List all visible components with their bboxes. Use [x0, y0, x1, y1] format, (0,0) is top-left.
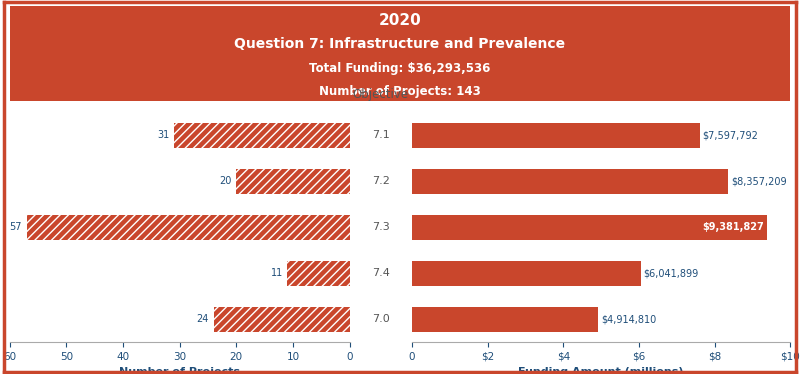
Text: $8,357,209: $8,357,209: [731, 176, 787, 186]
Text: 7.3: 7.3: [372, 222, 390, 232]
Text: 7.4: 7.4: [372, 268, 390, 278]
Bar: [236, 169, 350, 194]
Bar: [412, 123, 699, 148]
Text: Objective: Objective: [353, 88, 409, 101]
X-axis label: Funding Amount (millions): Funding Amount (millions): [518, 368, 684, 374]
Text: 24: 24: [197, 314, 209, 324]
Text: 7.1: 7.1: [372, 130, 390, 140]
Bar: [214, 307, 350, 332]
Bar: [412, 169, 728, 194]
Text: Question 7: Infrastructure and Prevalence: Question 7: Infrastructure and Prevalenc…: [234, 37, 566, 51]
Bar: [412, 215, 767, 240]
Text: Number of Projects: 143: Number of Projects: 143: [319, 85, 481, 98]
Bar: [412, 307, 598, 332]
Bar: [214, 307, 350, 332]
Text: 2020: 2020: [378, 13, 422, 28]
Bar: [412, 261, 641, 286]
Bar: [26, 215, 350, 240]
Text: Total Funding: $36,293,536: Total Funding: $36,293,536: [310, 62, 490, 75]
Bar: [287, 261, 350, 286]
Text: 7.0: 7.0: [372, 314, 390, 324]
Text: 31: 31: [157, 130, 170, 140]
Text: 7.2: 7.2: [372, 176, 390, 186]
Bar: [236, 169, 350, 194]
Text: 11: 11: [270, 268, 282, 278]
Text: $6,041,899: $6,041,899: [644, 268, 699, 278]
Bar: [26, 215, 350, 240]
X-axis label: Number of Projects: Number of Projects: [119, 368, 240, 374]
Text: $7,597,792: $7,597,792: [702, 130, 758, 140]
Bar: [174, 123, 350, 148]
Text: $9,381,827: $9,381,827: [702, 222, 764, 232]
Text: 20: 20: [219, 176, 232, 186]
Bar: [174, 123, 350, 148]
Text: 57: 57: [10, 222, 22, 232]
Bar: [287, 261, 350, 286]
Text: $4,914,810: $4,914,810: [601, 314, 656, 324]
